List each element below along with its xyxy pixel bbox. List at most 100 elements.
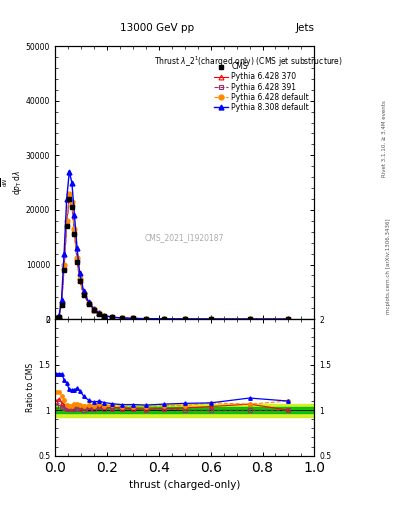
CMS: [182, 316, 187, 322]
Pythia 6.428 370: [72, 229, 77, 235]
Pythia 8.308 default: [97, 310, 101, 316]
Pythia 6.428 default: [102, 313, 107, 319]
Pythia 6.428 370: [77, 277, 82, 283]
Pythia 6.428 default: [86, 300, 91, 306]
Text: CMS_2021_I1920187: CMS_2021_I1920187: [145, 233, 224, 242]
Pythia 6.428 default: [110, 314, 114, 320]
Pythia 8.308 default: [72, 212, 77, 219]
CMS: [247, 316, 252, 322]
Pythia 6.428 default: [67, 190, 72, 197]
CMS: [81, 291, 86, 297]
Pythia 8.308 default: [70, 180, 74, 186]
Pythia 6.428 370: [62, 264, 66, 270]
Pythia 6.428 default: [97, 310, 101, 316]
Pythia 8.308 default: [120, 315, 125, 321]
CMS: [102, 313, 107, 319]
Pythia 8.308 default: [67, 168, 72, 175]
Pythia 6.428 391: [75, 258, 79, 264]
Pythia 8.308 default: [208, 316, 213, 322]
Pythia 8.308 default: [162, 316, 166, 322]
Pythia 8.308 default: [92, 306, 96, 312]
CMS: [130, 315, 135, 322]
CMS: [59, 303, 64, 309]
Pythia 6.428 391: [54, 315, 59, 321]
Pythia 6.428 default: [62, 262, 66, 268]
Pythia 6.428 391: [162, 316, 166, 322]
Pythia 6.428 370: [120, 315, 125, 321]
Text: Rivet 3.1.10, ≥ 3.4M events: Rivet 3.1.10, ≥ 3.4M events: [382, 100, 387, 177]
CMS: [77, 278, 82, 284]
Pythia 8.308 default: [102, 312, 107, 318]
Pythia 8.308 default: [286, 316, 291, 322]
Pythia 6.428 370: [110, 314, 114, 320]
Pythia 8.308 default: [110, 314, 114, 320]
Pythia 6.428 default: [208, 316, 213, 322]
Pythia 6.428 391: [62, 266, 66, 272]
Pythia 8.308 default: [86, 299, 91, 305]
Line: CMS: CMS: [55, 197, 290, 321]
Pythia 6.428 391: [92, 307, 96, 313]
Pythia 6.428 391: [77, 278, 82, 284]
Pythia 6.428 default: [120, 315, 125, 321]
Y-axis label: Ratio to CMS: Ratio to CMS: [26, 363, 35, 412]
Pythia 6.428 370: [59, 302, 64, 308]
Pythia 6.428 default: [182, 316, 187, 322]
Pythia 8.308 default: [57, 313, 61, 319]
Pythia 8.308 default: [64, 196, 69, 202]
Pythia 6.428 391: [130, 315, 135, 322]
Pythia 6.428 391: [72, 230, 77, 237]
Pythia 6.428 default: [59, 300, 64, 306]
Pythia 6.428 391: [182, 316, 187, 322]
CMS: [86, 301, 91, 307]
Pythia 6.428 391: [110, 314, 114, 321]
Pythia 6.428 default: [286, 316, 291, 322]
Y-axis label: $\frac{1}{\mathrm{d}N}$
$\mathrm{d}p_\mathrm{T}\,\mathrm{d}\lambda$: $\frac{1}{\mathrm{d}N}$ $\mathrm{d}p_\ma…: [0, 170, 24, 195]
Line: Pythia 8.308 default: Pythia 8.308 default: [54, 169, 291, 322]
CMS: [67, 196, 72, 202]
Pythia 6.428 391: [64, 222, 69, 228]
Pythia 8.308 default: [75, 245, 79, 251]
Pythia 6.428 391: [59, 302, 64, 308]
Pythia 6.428 370: [208, 316, 213, 322]
Pythia 6.428 default: [247, 316, 252, 322]
Pythia 6.428 370: [97, 310, 101, 316]
CMS: [286, 316, 291, 322]
Pythia 6.428 391: [208, 316, 213, 322]
Line: Pythia 6.428 370: Pythia 6.428 370: [54, 194, 291, 322]
Pythia 6.428 391: [286, 316, 291, 322]
Text: Thrust $\lambda\_2^1$(charged only) (CMS jet substructure): Thrust $\lambda\_2^1$(charged only) (CMS…: [154, 54, 343, 69]
Pythia 6.428 391: [81, 291, 86, 297]
Pythia 6.428 370: [182, 316, 187, 322]
Pythia 6.428 default: [70, 199, 74, 205]
CMS: [75, 259, 79, 265]
Pythia 6.428 370: [143, 315, 148, 322]
CMS: [70, 204, 74, 210]
Pythia 6.428 391: [97, 310, 101, 316]
CMS: [143, 315, 148, 322]
Pythia 6.428 391: [120, 315, 125, 321]
Pythia 8.308 default: [81, 288, 86, 294]
Pythia 6.428 default: [92, 306, 96, 312]
Text: Jets: Jets: [296, 23, 314, 33]
Line: Pythia 6.428 391: Pythia 6.428 391: [54, 196, 291, 322]
Pythia 6.428 391: [67, 195, 72, 201]
CMS: [208, 316, 213, 322]
Pythia 6.428 default: [143, 315, 148, 322]
Bar: [55, 404, 314, 417]
Pythia 6.428 370: [70, 201, 74, 207]
Pythia 6.428 default: [130, 315, 135, 322]
Pythia 8.308 default: [247, 316, 252, 322]
Pythia 6.428 391: [102, 313, 107, 319]
Pythia 8.308 default: [54, 314, 59, 321]
Pythia 6.428 391: [70, 203, 74, 209]
CMS: [62, 267, 66, 273]
Pythia 6.428 default: [81, 290, 86, 296]
CMS: [120, 315, 125, 321]
Pythia 8.308 default: [182, 316, 187, 322]
Pythia 6.428 391: [57, 314, 61, 320]
Pythia 6.428 default: [64, 218, 69, 224]
Pythia 6.428 370: [75, 256, 79, 262]
CMS: [162, 316, 166, 322]
Pythia 6.428 370: [247, 316, 252, 322]
Line: Pythia 6.428 default: Pythia 6.428 default: [54, 191, 291, 322]
